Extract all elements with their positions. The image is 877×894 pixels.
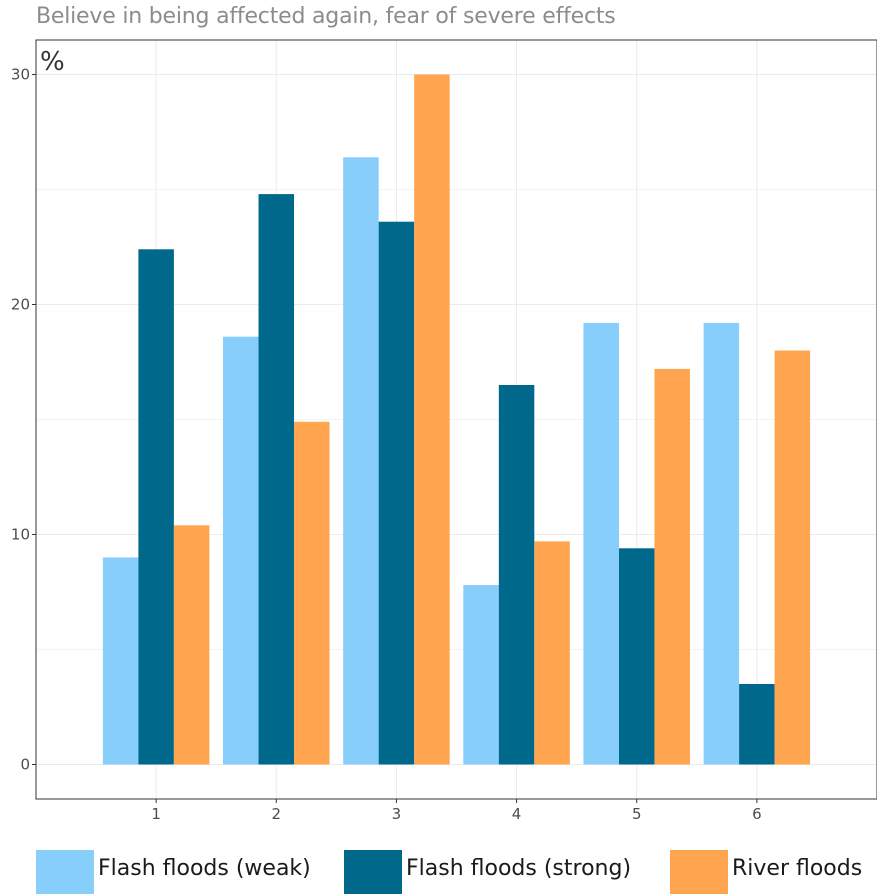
bar: [343, 157, 379, 765]
y-axis-label: %: [40, 47, 65, 77]
bar: [378, 221, 415, 765]
chart-title: Believe in being affected again, fear of…: [36, 4, 616, 29]
axis-layer: 0 10 20 30 1 2 3 4 5 6: [11, 66, 762, 824]
x-tick-label: 1: [151, 805, 161, 823]
y-tick-label: 30: [11, 66, 30, 84]
bar: [654, 368, 690, 765]
bar: [294, 421, 330, 765]
bar: [414, 74, 450, 765]
bar: [223, 336, 259, 765]
x-tick-label: 3: [392, 805, 402, 823]
y-tick-label: 0: [20, 756, 30, 774]
bar: [463, 585, 499, 765]
legend-swatch-river: [670, 850, 728, 894]
y-tick-label: 10: [11, 526, 30, 544]
x-tick-label: 4: [512, 805, 522, 823]
legend-label-flash-strong: Flash floods (strong): [406, 856, 632, 881]
bar: [583, 322, 619, 765]
legend-label-flash-weak: Flash floods (weak): [98, 856, 311, 881]
bar: [534, 541, 570, 765]
bar: [774, 350, 811, 765]
bar-layer: [102, 74, 811, 765]
x-tick-label: 5: [632, 805, 642, 823]
legend-swatch-flash-strong: [344, 850, 402, 894]
bar: [102, 557, 139, 765]
bar: [703, 322, 740, 765]
bar: [498, 385, 535, 765]
bar: [258, 194, 295, 765]
x-tick-label: 6: [752, 805, 762, 823]
x-tick-label: 2: [272, 805, 282, 823]
bar: [173, 525, 210, 765]
legend: Flash floods (weak) Flash floods (strong…: [36, 850, 877, 894]
plot-border: [35, 39, 877, 800]
legend-label-river: River floods: [732, 856, 863, 881]
chart-svg: 0 10 20 30 1 2 3 4 5 6 %: [11, 39, 877, 824]
bar: [739, 684, 775, 765]
legend-swatch-flash-weak: [36, 850, 94, 894]
y-tick-label: 20: [11, 296, 30, 314]
bar: [618, 548, 655, 765]
bar: [138, 249, 174, 765]
